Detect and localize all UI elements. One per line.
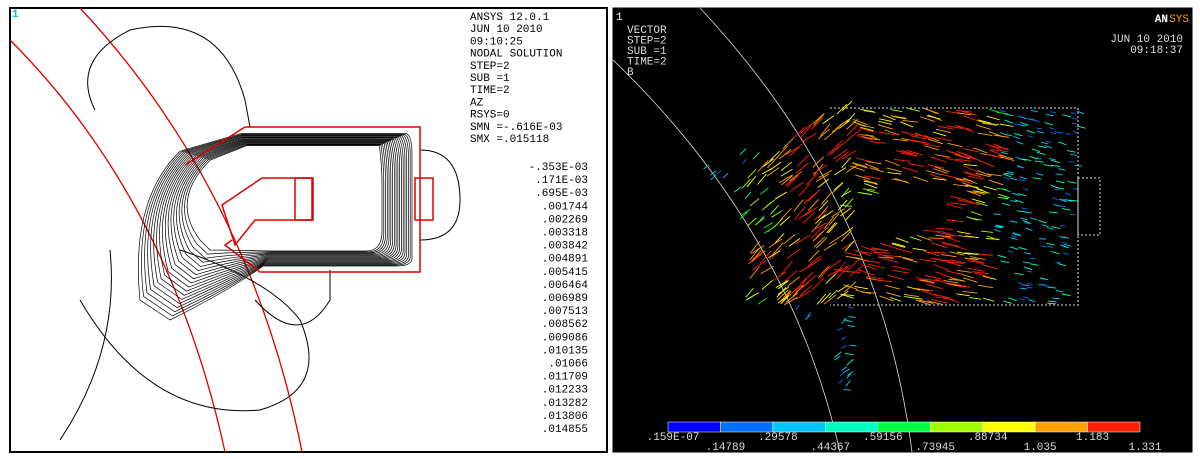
header-line: SMX =.015118: [470, 134, 549, 146]
contour-level-label: .005415: [542, 267, 588, 279]
screenshot: 1 ANSYS 12.0.1JUN 10 201009:10:25NODAL S…: [0, 0, 1200, 454]
contour-level-label: .004891: [542, 254, 589, 266]
header-line: 09:10:25: [470, 36, 523, 48]
header-line: SMN =-.616E-03: [470, 122, 562, 134]
header-line: AZ: [470, 97, 484, 109]
vector-arrow: [1047, 303, 1056, 304]
contour-level-label: .008562: [542, 319, 588, 331]
legend-label: .44367: [811, 442, 851, 454]
header-line: JUN 10 2010: [470, 24, 543, 36]
legend-label: .159E-07: [647, 432, 700, 444]
legend-swatch: [1088, 422, 1140, 432]
vector-arrow: [1072, 123, 1078, 124]
window-number: 1: [616, 12, 623, 24]
legend-label: 1.331: [1128, 442, 1161, 454]
contour-level-label: .011709: [542, 372, 588, 384]
logo-prefix: AN: [1155, 14, 1168, 26]
contour-level-label: .002269: [542, 214, 588, 226]
header-line: RSYS=0: [470, 110, 510, 122]
contour-level-label: .012233: [542, 385, 588, 397]
panel-frame: [10, 8, 607, 452]
legend-swatch: [720, 422, 772, 432]
legend-swatch: [668, 422, 720, 432]
contour-level-label: .009086: [542, 332, 588, 344]
header-line: SUB =1: [470, 73, 510, 85]
contour-level-label: -.353E-03: [529, 162, 588, 174]
legend-swatch: [825, 422, 877, 432]
legend-label: .59156: [863, 432, 903, 444]
legend-label: .14789: [706, 442, 746, 454]
contour-level-label: .006464: [542, 280, 589, 292]
contour-level-label: .695E-03: [535, 188, 588, 200]
legend-label: .29578: [758, 432, 798, 444]
contour-level-label: .013282: [542, 398, 588, 410]
legend-label: 1.035: [1024, 442, 1057, 454]
vector-arrow: [1052, 298, 1059, 299]
legend-label: 1.183: [1076, 432, 1109, 444]
contour-level-label: .171E-03: [535, 175, 588, 187]
window-number: 1: [12, 9, 19, 21]
legend-swatch: [773, 422, 825, 432]
info-line: B: [627, 67, 634, 79]
legend-swatch: [1035, 422, 1087, 432]
right-panel: 1 AN SYS JUN 10 2010 09:18:37 VECTORSTEP…: [613, 8, 1192, 454]
contour-level-label: .001744: [542, 201, 589, 213]
legend-swatch: [878, 422, 930, 432]
header-line: ANSYS 12.0.1: [470, 12, 550, 24]
vector-arrow: [1037, 128, 1043, 129]
header-line: TIME=2: [470, 85, 510, 97]
contour-level-label: .003318: [542, 228, 588, 240]
contour-level-label: .003842: [542, 241, 588, 253]
contour-level-label: .013806: [542, 411, 588, 423]
header-line: NODAL SOLUTION: [470, 49, 562, 61]
vector-arrow: [1039, 285, 1046, 286]
legend-label: .73945: [915, 442, 955, 454]
time: 09:18:37: [1130, 45, 1183, 57]
header-line: STEP=2: [470, 61, 510, 73]
legend-swatch: [983, 422, 1035, 432]
contour-level-label: .006989: [542, 293, 588, 305]
logo-suffix: SYS: [1169, 14, 1189, 26]
legend-swatch: [930, 422, 982, 432]
panel-frame: [613, 8, 1192, 452]
contour-level-label: .014855: [542, 424, 588, 436]
page: 1 ANSYS 12.0.1JUN 10 201009:10:25NODAL S…: [0, 0, 1200, 459]
legend-label: .88734: [968, 432, 1008, 444]
contour-level-label: .010135: [542, 345, 588, 357]
contour-level-label: .01066: [548, 359, 588, 371]
vector-arrow: [1054, 189, 1060, 190]
contour-level-label: .007513: [542, 306, 588, 318]
